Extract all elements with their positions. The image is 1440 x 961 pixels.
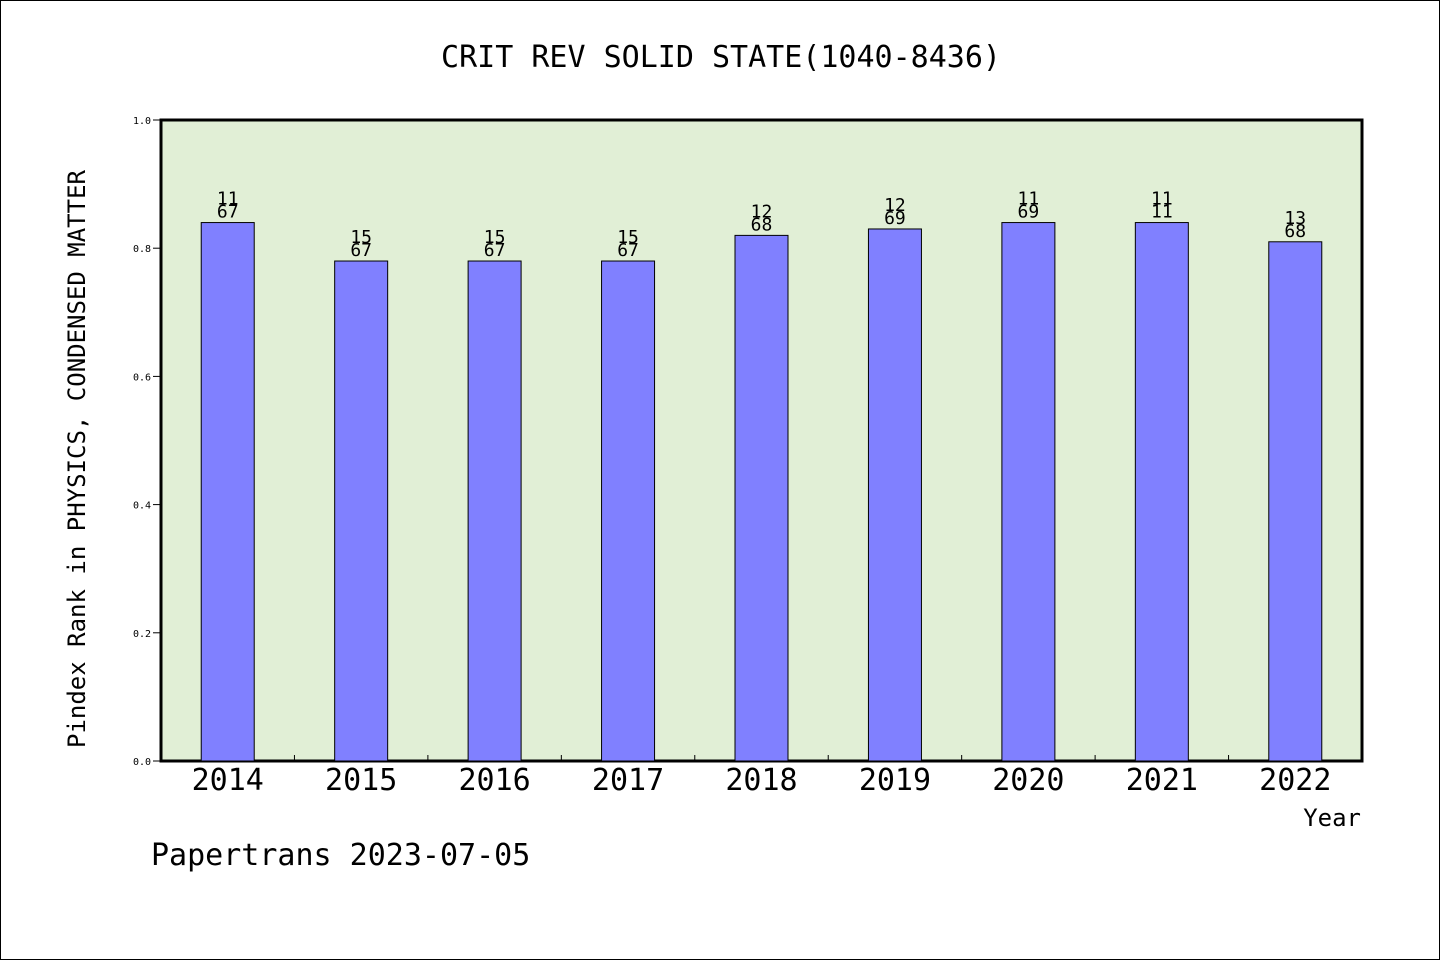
bar-2021: [1134, 222, 1189, 762]
bar-2020: [1001, 222, 1056, 762]
bar-label-top: 11: [217, 189, 239, 210]
bar-2022: [1268, 241, 1323, 762]
bar-label-top: 12: [884, 195, 906, 216]
bar-label-top: 12: [751, 201, 773, 222]
x-axis-label: Year: [1303, 804, 1361, 832]
bar-label-bottom: 68: [1284, 221, 1306, 242]
x-axis: 2014 2015 2016 2017 2018 2019 2020 2021 2022: [192, 755, 1331, 798]
bar-label-top: 15: [617, 227, 639, 248]
bar-2015: [334, 260, 389, 762]
bar-label-top: 15: [484, 227, 506, 248]
y-tick-label: 0.4: [133, 501, 151, 512]
bar-label-bottom: 69: [884, 208, 906, 229]
x-tick-label: 2017: [592, 763, 664, 798]
bar-label-bottom: 69: [1018, 202, 1040, 223]
y-axis: 0.0 0.2 0.4 0.6 0.8 1.0: [133, 116, 161, 768]
x-tick-label: 2021: [1126, 763, 1198, 798]
bar-label-bottom: 67: [617, 240, 639, 261]
bar-label-bottom: 67: [484, 240, 506, 261]
chart-title: CRIT REV SOLID STATE(1040-8436): [441, 40, 1001, 75]
y-tick-label: 0.0: [133, 757, 151, 768]
x-tick-label: 2015: [325, 763, 397, 798]
bar-label-bottom: 67: [217, 202, 239, 223]
bar-2016: [467, 260, 522, 762]
x-tick-label: 2019: [859, 763, 931, 798]
bar-label-top: 11: [1151, 189, 1173, 210]
y-tick-label: 0.2: [133, 629, 151, 640]
y-tick-label: 1.0: [133, 116, 151, 127]
bar-label-top: 15: [350, 227, 372, 248]
y-tick-label: 0.6: [133, 372, 151, 383]
bar-label-bottom: 68: [751, 214, 773, 235]
x-tick-label: 2020: [992, 763, 1064, 798]
x-tick-label: 2018: [725, 763, 797, 798]
bar-label-bottom: 11: [1151, 202, 1173, 223]
x-tick-label: 2014: [192, 763, 264, 798]
bar-label-top: 13: [1284, 208, 1306, 229]
bar-2018: [734, 234, 789, 762]
bar-2019: [867, 228, 922, 762]
bar-label-bottom: 67: [350, 240, 372, 261]
y-axis-label: Pindex Rank in PHYSICS, CONDENSED MATTER: [63, 169, 91, 748]
bar-2017: [601, 260, 656, 762]
bar-label-top: 11: [1018, 189, 1040, 210]
x-tick-label: 2016: [458, 763, 530, 798]
footer-credit: Papertrans 2023-07-05: [151, 838, 530, 873]
bar-series: [200, 222, 1323, 762]
bar-2014: [200, 222, 255, 762]
y-tick-label: 0.8: [133, 244, 151, 255]
x-tick-label: 2022: [1259, 763, 1331, 798]
